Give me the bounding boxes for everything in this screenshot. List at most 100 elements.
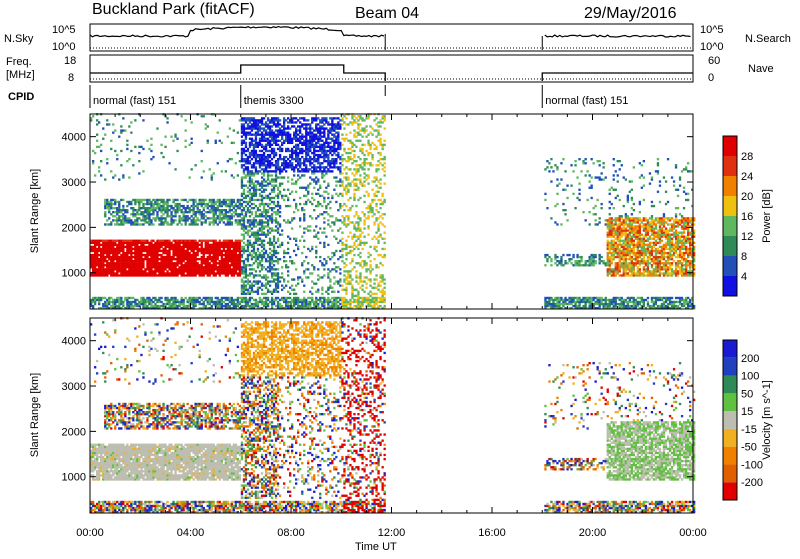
- heatmap-cell: [132, 305, 134, 307]
- heatmap-cell: [281, 158, 283, 160]
- heatmap-cell: [269, 142, 271, 144]
- heatmap-cell: [183, 199, 185, 201]
- heatmap-cell: [247, 174, 249, 176]
- heatmap-cell: [247, 274, 249, 276]
- heatmap-cell: [203, 170, 205, 172]
- heatmap-cell: [219, 305, 221, 307]
- heatmap-cell: [166, 266, 168, 268]
- heatmap-cell: [251, 264, 253, 266]
- heatmap-cell: [319, 156, 321, 158]
- heatmap-cell: [371, 207, 373, 209]
- heatmap-cell: [289, 160, 291, 162]
- heatmap-cell: [297, 174, 299, 176]
- heatmap-cell: [183, 264, 185, 266]
- heatmap-cell: [241, 291, 243, 293]
- heatmap-cell: [193, 268, 195, 270]
- heatmap-cell: [170, 248, 172, 250]
- heatmap-cell: [160, 297, 162, 299]
- heatmap-cell: [323, 150, 325, 152]
- heatmap-cell: [347, 215, 349, 217]
- heatmap-cell: [239, 213, 241, 215]
- heatmap-cell: [269, 240, 271, 242]
- heatmap-cell: [122, 246, 124, 248]
- heatmap-cell: [106, 272, 108, 274]
- heatmap-cell: [193, 260, 195, 262]
- heatmap-cell: [152, 209, 154, 211]
- heatmap-cell: [249, 193, 251, 195]
- heatmap-cell: [221, 270, 223, 272]
- heatmap-cell: [297, 162, 299, 164]
- heatmap-cell: [287, 248, 289, 250]
- heatmap-cell: [108, 242, 110, 244]
- heatmap-cell: [122, 256, 124, 258]
- heatmap-cell: [148, 303, 150, 305]
- heatmap-cell: [140, 146, 142, 148]
- heatmap-cell: [271, 178, 273, 180]
- heatmap-cell: [247, 127, 249, 129]
- heatmap-cell: [261, 223, 263, 225]
- heatmap-cell: [267, 219, 269, 221]
- heatmap-cell: [345, 254, 347, 256]
- heatmap-cell: [104, 215, 106, 217]
- heatmap-cell: [96, 299, 98, 301]
- heatmap-cell: [243, 209, 245, 211]
- heatmap-cell: [271, 291, 273, 293]
- heatmap-cell: [259, 254, 261, 256]
- heatmap-cell: [341, 180, 343, 182]
- heatmap-cell: [156, 258, 158, 260]
- heatmap-cell: [271, 129, 273, 131]
- heatmap-cell: [335, 154, 337, 156]
- heatmap-cell: [138, 223, 140, 225]
- heatmap-cell: [136, 272, 138, 274]
- heatmap-cell: [150, 299, 152, 301]
- heatmap-cell: [217, 201, 219, 203]
- heatmap-cell: [333, 189, 335, 191]
- heatmap-cell: [183, 266, 185, 268]
- heatmap-cell: [142, 217, 144, 219]
- heatmap-cell: [349, 142, 351, 144]
- heatmap-cell: [289, 293, 291, 295]
- heatmap-cell: [365, 162, 367, 164]
- heatmap-cell: [128, 201, 130, 203]
- heatmap-cell: [255, 256, 257, 258]
- heatmap-cell: [249, 252, 251, 254]
- heatmap-cell: [315, 234, 317, 236]
- heatmap-cell: [106, 201, 108, 203]
- heatmap-cell: [181, 217, 183, 219]
- heatmap-cell: [148, 248, 150, 250]
- heatmap-cell: [128, 260, 130, 262]
- heatmap-cell: [265, 234, 267, 236]
- heatmap-cell: [315, 217, 317, 219]
- heatmap-cell: [166, 209, 168, 211]
- heatmap-cell: [325, 205, 327, 207]
- heatmap-cell: [361, 152, 363, 154]
- heatmap-cell: [142, 299, 144, 301]
- heatmap-cell: [191, 121, 193, 123]
- heatmap-cell: [319, 297, 321, 299]
- heatmap-cell: [217, 258, 219, 260]
- heatmap-cell: [273, 187, 275, 189]
- heatmap-cell: [363, 301, 365, 303]
- heatmap-cell: [265, 138, 267, 140]
- nsearch-tick-bottom: 10^0: [700, 41, 724, 53]
- heatmap-cell: [255, 172, 257, 174]
- heatmap-cell: [257, 293, 259, 295]
- heatmap-cell: [172, 250, 174, 252]
- heatmap-cell: [265, 209, 267, 211]
- heatmap-cell: [241, 250, 243, 252]
- heatmap-cell: [114, 264, 116, 266]
- heatmap-cell: [231, 268, 233, 270]
- heatmap-cell: [249, 215, 251, 217]
- heatmap-cell: [279, 258, 281, 260]
- heatmap-cell: [185, 274, 187, 276]
- heatmap-cell: [118, 252, 120, 254]
- heatmap-cell: [241, 234, 243, 236]
- heatmap-cell: [166, 301, 168, 303]
- heatmap-cell: [251, 258, 253, 260]
- heatmap-cell: [281, 242, 283, 244]
- heatmap-cell: [100, 272, 102, 274]
- heatmap-cell: [281, 148, 283, 150]
- heatmap-cell: [221, 260, 223, 262]
- heatmap-cell: [319, 140, 321, 142]
- heatmap-cell: [146, 246, 148, 248]
